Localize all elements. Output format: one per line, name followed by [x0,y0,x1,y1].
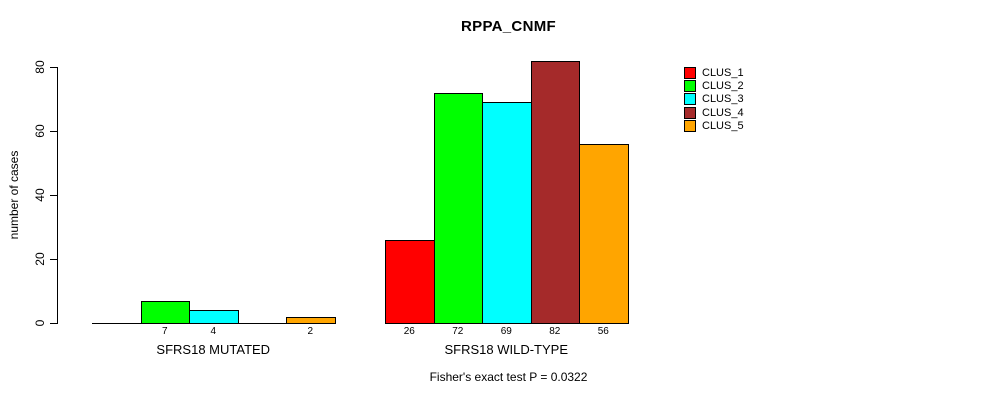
bar-value-label: 56 [597,326,609,337]
legend-swatch-clus_1 [684,66,696,79]
legend-swatch-clus_4 [684,106,696,119]
chart-title: RPPA_CNMF [461,18,556,35]
legend-swatch-clus_2 [684,79,696,92]
legend-swatch-clus_3 [684,93,696,106]
y-axis-label-text: number of cases [7,150,21,240]
legend-entry: CLUS_3 [684,93,744,106]
bar-value-label: 82 [549,326,561,337]
bar-value-label: 26 [403,326,415,337]
y-axis-tick [50,131,57,132]
bar-value-label: 4 [210,326,217,337]
legend-entry: CLUS_4 [684,106,744,119]
bar-value-label: 69 [500,326,512,337]
legend-entry: CLUS_5 [684,119,744,132]
legend-entry: CLUS_2 [684,79,744,92]
y-axis-tick-label: 60 [33,124,47,138]
y-axis-tick-label: 20 [33,252,47,266]
bar-clus_5-mutated [286,316,336,324]
bar-value-label: 2 [307,326,314,337]
bar-value-label: 7 [161,326,168,337]
legend-label: CLUS_3 [702,93,744,106]
bar-value-label: 72 [452,326,464,337]
legend-label: CLUS_5 [702,119,744,132]
y-axis-tick [50,259,57,260]
y-axis-tick [50,67,57,68]
bar-clus_2-mutated [140,300,190,324]
y-axis-tick [50,323,57,324]
y-axis-tick-label: 40 [33,188,47,202]
legend-label: CLUS_4 [702,106,744,119]
bar-clus_2-wild-type [433,92,483,324]
legend-entry: CLUS_1 [684,66,744,79]
y-axis-label: number of cases [6,135,22,255]
x-axis-group-label: SFRS18 WILD-TYPE [444,342,569,357]
legend: CLUS_1 CLUS_2 CLUS_3 CLUS_4 CLUS_5 [684,66,744,132]
bar-clus_5-wild-type [579,143,629,324]
legend-swatch-clus_5 [684,119,696,132]
y-axis-tick-label: 80 [33,60,47,74]
annotation-text: Fisher's exact test P = 0.0322 [429,370,588,384]
bar-clus_1-wild-type [385,239,435,324]
y-axis [57,67,58,324]
bar-clus_3-mutated [189,310,239,324]
y-axis-tick [50,195,57,196]
bar-clus_4-wild-type [530,60,580,324]
legend-label: CLUS_2 [702,79,744,92]
y-axis-tick-label: 0 [33,319,47,327]
legend-label: CLUS_1 [702,66,744,79]
bar-clus_3-wild-type [482,102,532,324]
x-axis-group-label: SFRS18 MUTATED [156,342,271,357]
